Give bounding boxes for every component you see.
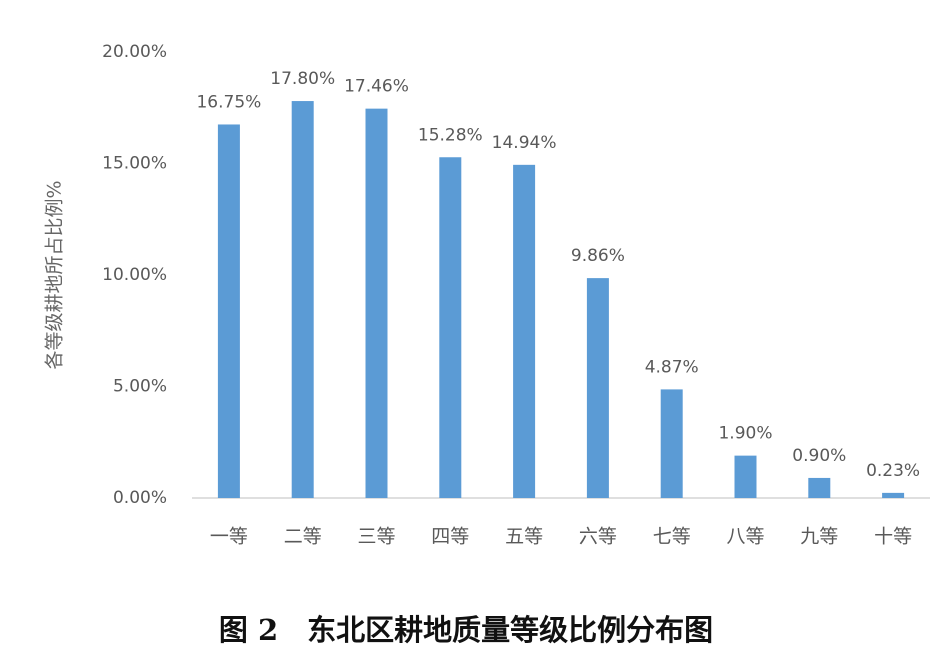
bar <box>808 477 831 498</box>
value-label: 17.46% <box>344 77 409 97</box>
y-tick-label: 0.00% <box>113 488 167 508</box>
value-label: 16.75% <box>196 92 261 112</box>
y-tick-label: 20.00% <box>102 42 167 62</box>
value-label: 14.94% <box>492 133 557 153</box>
bar <box>439 157 462 499</box>
x-tick-label: 一等 <box>210 526 248 548</box>
bar <box>513 164 536 498</box>
value-label: 15.28% <box>418 125 483 145</box>
bar <box>734 455 757 498</box>
bar <box>365 108 388 498</box>
y-axis-label: 各等级耕地所占比例% <box>44 180 66 369</box>
y-tick-label: 5.00% <box>113 377 167 397</box>
x-tick-label: 八等 <box>726 526 764 548</box>
x-tick-label: 五等 <box>505 526 543 548</box>
x-tick-label: 二等 <box>284 526 322 548</box>
x-tick-label: 六等 <box>579 526 617 548</box>
x-tick-label: 九等 <box>800 526 838 548</box>
y-tick-label: 15.00% <box>102 154 167 174</box>
value-label: 9.86% <box>571 246 625 266</box>
value-label: 4.87% <box>645 357 699 377</box>
value-label: 1.90% <box>718 424 772 444</box>
x-tick-label: 七等 <box>653 526 691 548</box>
y-tick-label: 10.00% <box>102 265 167 285</box>
x-tick-label: 四等 <box>431 526 469 548</box>
bar <box>217 124 240 498</box>
x-tick-label: 三等 <box>357 526 395 548</box>
x-tick-label: 十等 <box>874 526 912 548</box>
value-label: 0.23% <box>866 461 920 481</box>
bar <box>882 492 905 498</box>
bar <box>291 101 314 498</box>
value-label: 17.80% <box>270 69 335 89</box>
bar <box>660 389 683 498</box>
value-label: 0.90% <box>792 446 846 466</box>
bar <box>586 278 609 498</box>
chart-title: 图 2 东北区耕地质量等级比例分布图 <box>219 613 713 647</box>
